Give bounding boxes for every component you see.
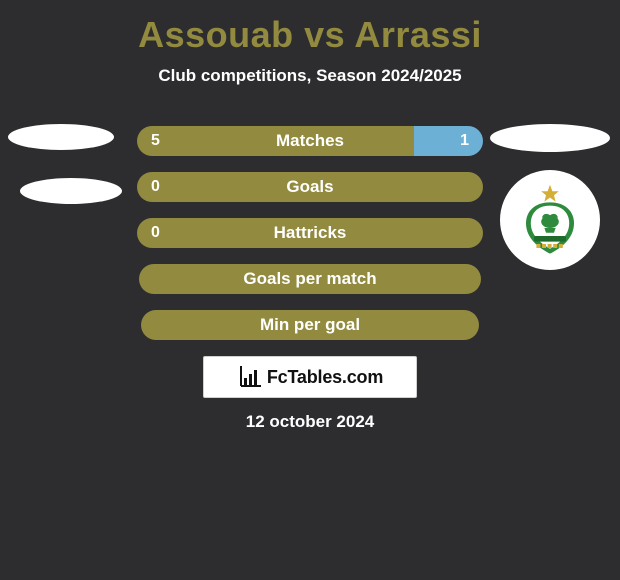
page-title: Assouab vs Arrassi — [0, 0, 620, 56]
club-badge-right — [500, 170, 600, 270]
stat-bar-left — [139, 264, 481, 294]
content-root: Assouab vs Arrassi Club competitions, Se… — [0, 0, 620, 580]
stat-row: Goals per match — [139, 264, 481, 294]
club-crest-icon — [510, 180, 590, 260]
stat-row: 0Goals — [137, 172, 483, 202]
logo-text: FcTables.com — [267, 367, 383, 388]
player-right-silhouette — [490, 124, 610, 152]
stat-bar-left — [137, 172, 483, 202]
player-left-silhouette-1 — [8, 124, 114, 150]
stat-bar-left — [137, 218, 483, 248]
stat-row: Min per goal — [141, 310, 479, 340]
player-left-silhouette-2 — [20, 178, 122, 204]
bar-chart-icon — [237, 364, 263, 390]
stat-value-left: 5 — [151, 126, 160, 156]
stat-bar-left — [137, 126, 414, 156]
stat-value-left: 0 — [151, 172, 160, 202]
stat-row: 51Matches — [137, 126, 483, 156]
date-label: 12 october 2024 — [0, 412, 620, 432]
stat-value-left: 0 — [151, 218, 160, 248]
subtitle: Club competitions, Season 2024/2025 — [0, 66, 620, 86]
fctables-logo: FcTables.com — [203, 356, 417, 398]
stat-bar-left — [141, 310, 479, 340]
stat-row: 0Hattricks — [137, 218, 483, 248]
stat-value-right: 1 — [460, 126, 469, 156]
stat-bar-right — [414, 126, 483, 156]
